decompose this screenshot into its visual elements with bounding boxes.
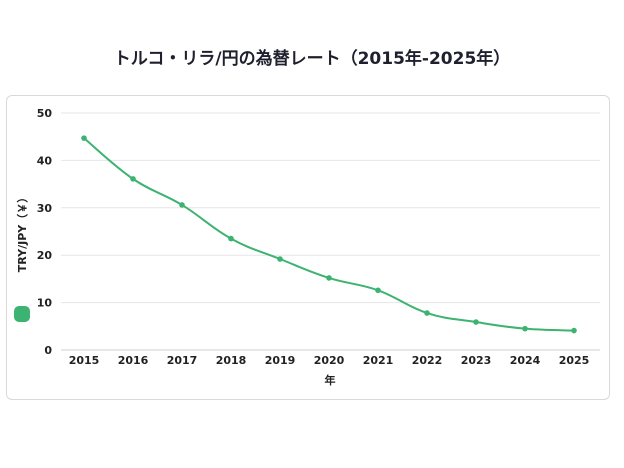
- data-point[interactable]: [473, 319, 479, 325]
- x-tick-label: 2019: [265, 354, 296, 367]
- x-tick-label: 2025: [559, 354, 590, 367]
- x-tick-label: 2024: [510, 354, 541, 367]
- data-point[interactable]: [179, 202, 185, 208]
- x-tick-label: 2023: [461, 354, 492, 367]
- y-axis-label: TRY/JPY（￥）: [16, 192, 29, 272]
- chart-card: [6, 95, 610, 400]
- legend-swatch[interactable]: [14, 306, 30, 322]
- y-tick-label: 50: [37, 107, 53, 120]
- x-tick-label: 2017: [167, 354, 198, 367]
- y-tick-label: 0: [44, 344, 52, 357]
- data-point[interactable]: [81, 135, 87, 141]
- chart-title: トルコ・リラ/円の為替レート（2015年-2025年）: [113, 49, 511, 69]
- series-line: [83, 137, 575, 332]
- y-tick-label: 30: [37, 202, 53, 215]
- data-point[interactable]: [130, 176, 136, 182]
- data-point[interactable]: [571, 327, 577, 334]
- data-point[interactable]: [522, 325, 528, 332]
- data-point[interactable]: [375, 287, 381, 294]
- data-point[interactable]: [228, 235, 234, 242]
- data-point[interactable]: [424, 310, 430, 316]
- y-tick-label: 20: [37, 249, 53, 262]
- x-tick-label: 2015: [69, 354, 100, 367]
- x-tick-label: 2021: [363, 354, 394, 367]
- x-tick-label: 2016: [118, 354, 149, 367]
- x-tick-label: 2020: [314, 354, 345, 367]
- x-tick-label: 2022: [412, 354, 443, 367]
- data-point[interactable]: [277, 256, 283, 262]
- y-tick-label: 10: [37, 297, 53, 310]
- x-tick-label: 2018: [216, 354, 247, 367]
- data-point[interactable]: [326, 275, 332, 281]
- x-axis-label: 年: [325, 373, 336, 387]
- y-tick-label: 40: [37, 154, 53, 167]
